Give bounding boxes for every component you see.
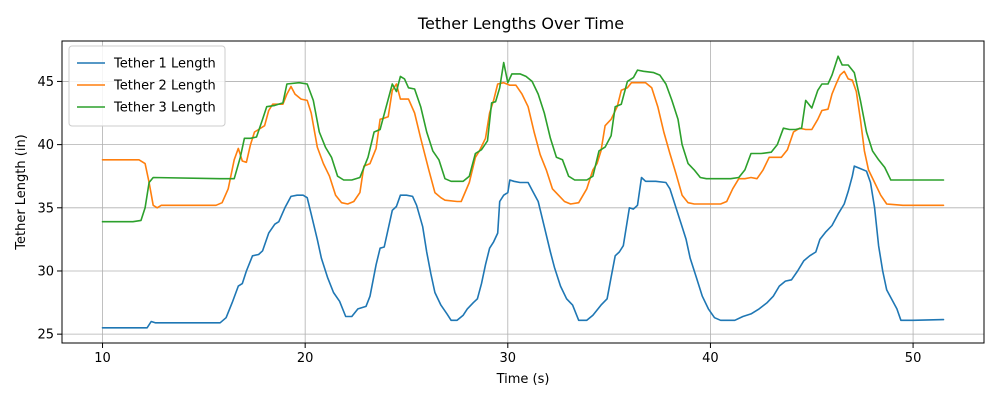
x-axis-title: Time (s) [496, 372, 550, 387]
legend-label-tether-1: Tether 1 Length [113, 57, 216, 72]
x-tick-label: 30 [500, 351, 517, 366]
y-tick-label: 45 [37, 75, 54, 90]
legend: Tether 1 Length Tether 2 Length Tether 3 L… [68, 45, 226, 127]
series-line-tether-1 [101, 165, 945, 329]
legend-label-tether-3: Tether 3 Length [113, 101, 216, 116]
axis-ticks: 10 20 30 40 50 25 30 35 40 45 [37, 75, 921, 366]
legend-label-tether-2: Tether 2 Length [113, 79, 216, 94]
series-line-tether-2 [101, 70, 945, 209]
x-tick-label: 10 [94, 351, 111, 366]
y-axis-title: Tether Length (in) [14, 134, 29, 251]
series-lines [101, 55, 945, 329]
series-line-tether-3 [101, 55, 945, 223]
legend-box [68, 45, 226, 127]
x-tick-label: 40 [702, 351, 719, 366]
y-tick-label: 35 [37, 201, 54, 216]
y-tick-label: 25 [37, 328, 54, 343]
y-tick-label: 30 [37, 264, 54, 279]
chart-title: Tether Lengths Over Time [417, 14, 624, 33]
plot-frame [61, 40, 985, 344]
y-tick-label: 40 [37, 138, 54, 153]
x-tick-label: 20 [297, 351, 314, 366]
x-tick-label: 50 [905, 351, 922, 366]
